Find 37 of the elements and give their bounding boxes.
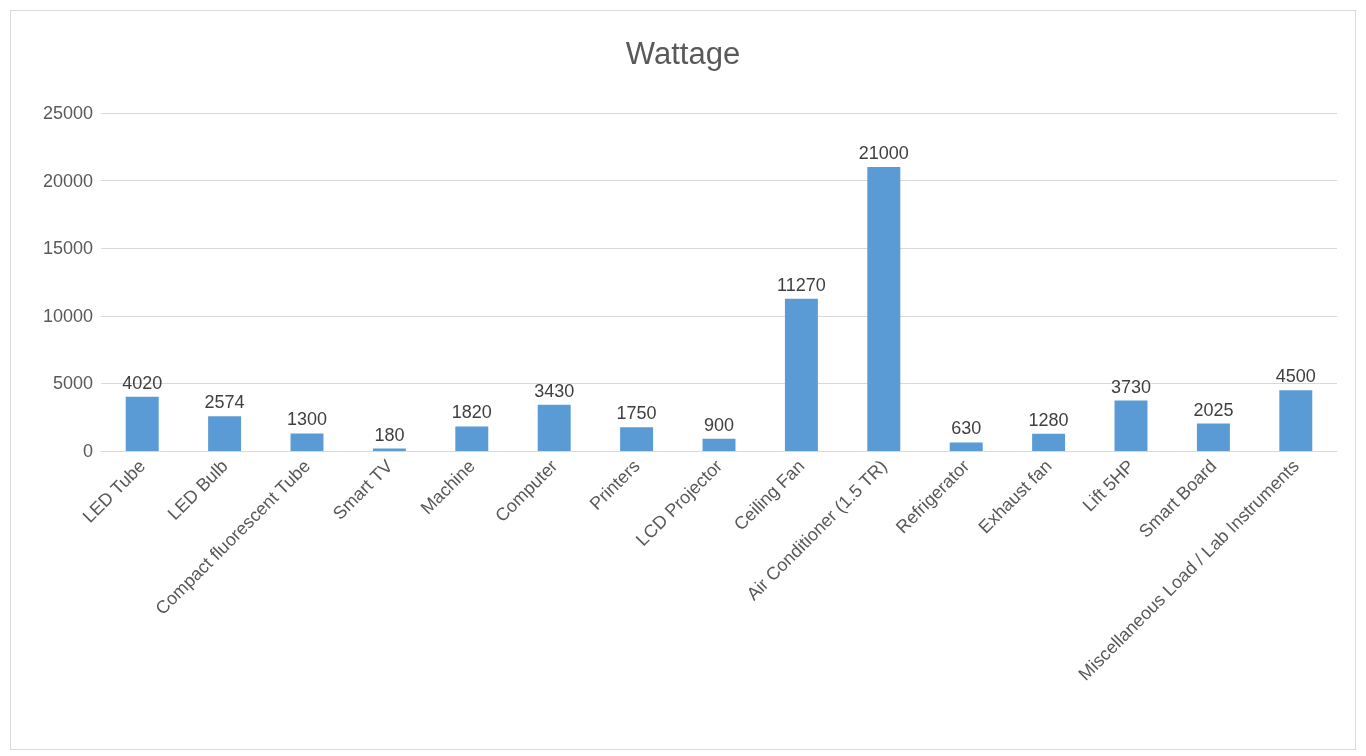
chart-title: Wattage: [625, 36, 741, 71]
data-label: 21000: [858, 143, 909, 164]
data-label: 2574: [204, 392, 245, 413]
data-label: 180: [374, 424, 405, 445]
data-label: 2025: [1193, 399, 1234, 420]
data-label: 4020: [122, 372, 163, 393]
data-label: 3730: [1110, 376, 1152, 397]
y-tick-label: 10000: [42, 305, 93, 326]
bar: [784, 298, 818, 451]
data-label: 4500: [1275, 366, 1316, 387]
data-label: 1820: [451, 402, 492, 423]
bar: [1196, 423, 1230, 451]
y-tick-label: 0: [82, 441, 93, 461]
bar: [208, 416, 242, 451]
bar: [537, 404, 571, 451]
bar: [455, 426, 489, 451]
x-tick-label: LED Bulb: [163, 455, 232, 524]
bar: [1279, 390, 1313, 451]
bar: [702, 438, 736, 451]
bar: [620, 427, 654, 451]
bar: [1032, 433, 1066, 451]
y-tick-label: 15000: [42, 238, 93, 259]
bar: [290, 433, 324, 451]
bar: [867, 167, 901, 451]
data-label: 1280: [1028, 409, 1069, 430]
y-tick-label: 5000: [52, 373, 93, 394]
bar: [949, 442, 983, 451]
data-label: 3430: [534, 380, 575, 401]
data-label: 1300: [286, 409, 328, 430]
data-label: 11270: [777, 274, 826, 295]
bar: [1114, 400, 1148, 451]
data-label: 630: [951, 418, 982, 439]
data-label: 1750: [616, 403, 657, 424]
y-tick-label: 20000: [42, 170, 93, 191]
bar: [125, 396, 159, 451]
data-label: 900: [703, 414, 735, 435]
y-tick-label: 25000: [42, 103, 93, 123]
